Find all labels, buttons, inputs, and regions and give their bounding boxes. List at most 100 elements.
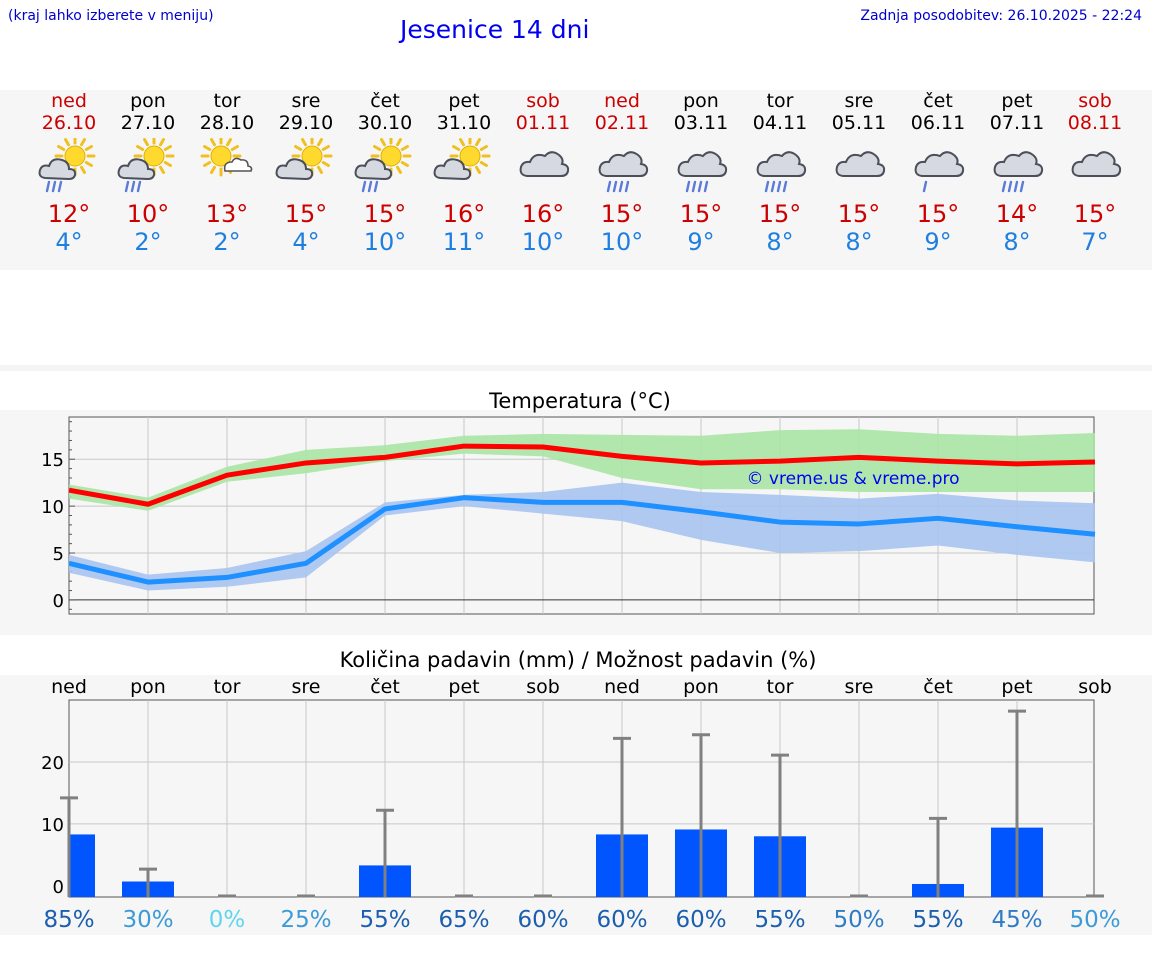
- max-temperature: 12°: [47, 200, 91, 228]
- day-date: 30.10: [357, 112, 413, 134]
- min-temperature: 4°: [292, 228, 320, 256]
- max-temperature: 13°: [205, 200, 249, 228]
- max-temperature: 15°: [837, 200, 881, 228]
- location-hint: (kraj lahko izberete v meniju): [8, 8, 214, 24]
- sun-cloud-rain-icon: [345, 135, 425, 198]
- max-temperature: 15°: [916, 200, 960, 228]
- temperature-chart-title: Temperatura (°C): [488, 389, 671, 413]
- day-date: 28.10: [199, 112, 255, 134]
- forecast-strip: ned 26.10 12° 4° pon 27.10 10° 2° tor 28.10 13° 2° s…: [0, 90, 1152, 270]
- precipitation-day-label: čet: [923, 676, 953, 698]
- precipitation-probability: 85%: [43, 907, 94, 933]
- precipitation-day-label: sre: [845, 676, 874, 698]
- precipitation-day-label: pon: [130, 676, 166, 698]
- day-name: sre: [291, 90, 321, 112]
- max-temperature: 15°: [284, 200, 328, 228]
- day-date: 01.11: [515, 112, 571, 134]
- max-temperature-line: [68, 443, 1096, 507]
- sun-cloud-icon: [424, 135, 504, 198]
- day-name: pon: [683, 90, 719, 112]
- max-temperature: 14°: [995, 200, 1039, 228]
- max-temperature: 16°: [442, 200, 486, 228]
- day-date: 02.11: [594, 112, 650, 134]
- page-title: Jesenice 14 dni: [400, 15, 590, 44]
- min-temperature: 7°: [1081, 228, 1109, 256]
- precipitation-day-label: ned: [604, 676, 640, 698]
- sun-cloud-rain-icon: [29, 135, 109, 198]
- day-date: 27.10: [120, 112, 176, 134]
- day-name: pet: [1001, 90, 1033, 112]
- precipitation-chart-title: Količina padavin (mm) / Možnost padavin …: [340, 648, 817, 672]
- min-temperature: 4°: [55, 228, 83, 256]
- precipitation-probability: 55%: [754, 907, 805, 933]
- temperature-ytick-label: 5: [53, 544, 64, 565]
- cloud-rain-icon: [582, 138, 662, 198]
- day-name: čet: [923, 90, 953, 112]
- precipitation-day-label: tor: [767, 676, 794, 698]
- precipitation-probability: 25%: [280, 907, 331, 933]
- temperature-ytick-label: 0: [53, 591, 64, 612]
- precipitation-ytick-label: 20: [41, 753, 64, 774]
- day-name: ned: [604, 90, 640, 112]
- min-temperature: 8°: [1003, 228, 1031, 256]
- min-temperature: 2°: [134, 228, 162, 256]
- divider: [0, 365, 1152, 371]
- day-name: čet: [370, 90, 400, 112]
- max-temperature: 15°: [758, 200, 802, 228]
- precipitation-day-label: pet: [448, 676, 479, 698]
- day-name: sob: [1078, 90, 1112, 112]
- precipitation-probability: 50%: [833, 907, 884, 933]
- precipitation-probability: 65%: [438, 907, 489, 933]
- day-name: sre: [844, 90, 874, 112]
- day-name: tor: [213, 90, 241, 112]
- day-date: 08.11: [1067, 112, 1123, 134]
- min-temperature: 9°: [924, 228, 952, 256]
- precipitation-probability: 30%: [122, 907, 173, 933]
- day-name: tor: [766, 90, 794, 112]
- day-name: ned: [51, 90, 87, 112]
- min-temperature: 10°: [600, 228, 644, 256]
- precipitation-day-label: sob: [526, 676, 560, 698]
- day-date: 07.11: [989, 112, 1045, 134]
- precipitation-day-label: pon: [683, 676, 719, 698]
- sun-cloud-rain-icon: [108, 135, 188, 198]
- day-date: 06.11: [910, 112, 966, 134]
- sun-small-cloud-icon: [187, 135, 267, 198]
- precipitation-probability: 60%: [517, 907, 568, 933]
- precipitation-day-label: pet: [1001, 676, 1032, 698]
- max-temperature-band: [69, 429, 1095, 511]
- min-temperature: 2°: [213, 228, 241, 256]
- min-temperature: 9°: [687, 228, 715, 256]
- day-date: 04.11: [752, 112, 808, 134]
- precipitation-ytick-label: 0: [53, 877, 64, 898]
- min-temperature-band: [69, 482, 1095, 591]
- day-date: 03.11: [673, 112, 729, 134]
- day-date: 26.10: [41, 112, 97, 134]
- precipitation-probability: 60%: [596, 907, 647, 933]
- sun-cloud-icon: [266, 135, 346, 198]
- cloud-rain-icon: [661, 138, 741, 198]
- min-temperature: 10°: [363, 228, 407, 256]
- day-date: 31.10: [436, 112, 492, 134]
- precipitation-bar: [69, 834, 95, 897]
- precipitation-day-label: čet: [370, 676, 400, 698]
- precipitation-probability: 55%: [912, 907, 963, 933]
- min-temperature: 10°: [521, 228, 565, 256]
- precipitation-probability: 60%: [675, 907, 726, 933]
- temperature-ytick-label: 15: [41, 450, 64, 471]
- min-temperature-line: [68, 495, 1096, 585]
- forecast-days: ned 26.10 12° 4° pon 27.10 10° 2° tor 28.10 13° 2° s…: [0, 90, 1152, 270]
- day-date: 05.11: [831, 112, 887, 134]
- cloud-rain-icon: [977, 138, 1057, 198]
- cloud-icon: [503, 138, 583, 198]
- precipitation-day-label: ned: [51, 676, 87, 698]
- precipitation-probability: 50%: [1069, 907, 1120, 933]
- max-temperature: 15°: [679, 200, 723, 228]
- precipitation-day-label: sob: [1078, 676, 1112, 698]
- watermark: © vreme.us & vreme.pro: [746, 469, 959, 489]
- precipitation-day-label: tor: [214, 676, 241, 698]
- cloud-rain-icon: [740, 138, 820, 198]
- precipitation-ytick-label: 10: [41, 815, 64, 836]
- cloud-icon: [1055, 138, 1135, 198]
